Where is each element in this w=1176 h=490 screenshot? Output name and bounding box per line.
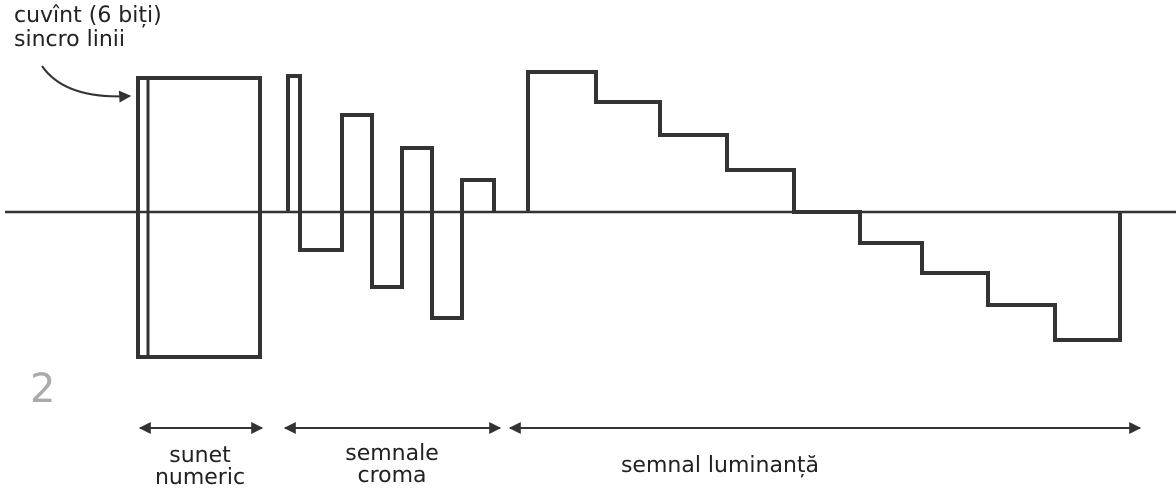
segment-label: numeric xyxy=(155,465,245,490)
segment-label: croma xyxy=(357,463,426,488)
segment-label: semnal luminanță xyxy=(621,453,819,478)
annotation-line: sincro linii xyxy=(14,27,125,52)
pointer-arrow xyxy=(41,65,132,103)
segment-label: semnale xyxy=(345,441,439,466)
sound-block xyxy=(136,76,262,359)
figure-number: 2 xyxy=(30,366,55,412)
annotation-line: cuvînt (6 biți) xyxy=(14,3,162,28)
segment-label: sunet xyxy=(169,443,231,468)
chroma-signal xyxy=(286,74,496,320)
luminance-signal xyxy=(526,70,1122,342)
